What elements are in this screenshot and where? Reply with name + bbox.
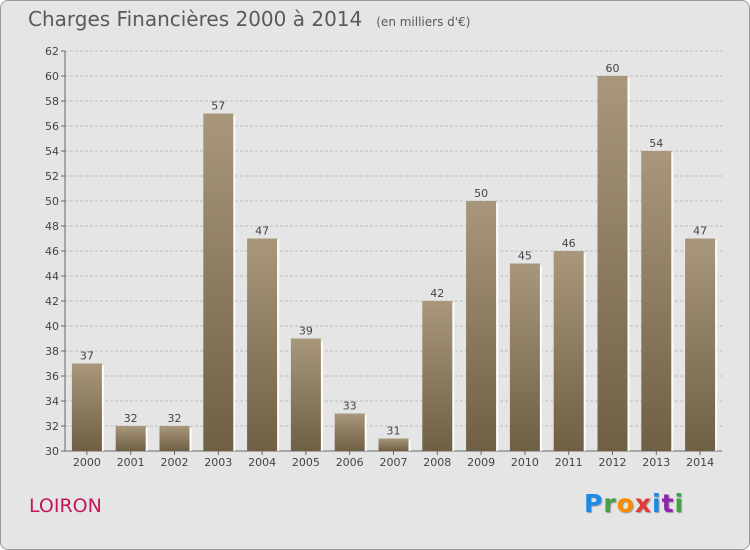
bar bbox=[597, 76, 628, 451]
bar-value-label: 31 bbox=[387, 425, 401, 438]
y-tick-label: 60 bbox=[45, 70, 59, 83]
bar-value-label: 33 bbox=[343, 400, 357, 413]
x-tick-label: 2011 bbox=[555, 456, 583, 469]
x-tick-label: 2006 bbox=[336, 456, 364, 469]
bar-value-label: 54 bbox=[649, 137, 663, 150]
y-tick-label: 42 bbox=[45, 295, 59, 308]
proxiti-logo: Proxiti bbox=[584, 489, 684, 518]
y-tick-label: 48 bbox=[45, 220, 59, 233]
x-tick-label: 2004 bbox=[248, 456, 276, 469]
y-tick-label: 54 bbox=[45, 145, 59, 158]
chart-title: Charges Financières 2000 à 2014 (en milli… bbox=[28, 7, 470, 31]
x-tick-label: 2010 bbox=[511, 456, 539, 469]
bar bbox=[553, 251, 584, 451]
y-tick-label: 38 bbox=[45, 345, 59, 358]
x-tick-label: 2014 bbox=[686, 456, 714, 469]
x-tick-label: 2005 bbox=[292, 456, 320, 469]
y-tick-label: 40 bbox=[45, 320, 59, 333]
x-tick-label: 2009 bbox=[467, 456, 495, 469]
y-tick-label: 52 bbox=[45, 170, 59, 183]
bar-value-label: 46 bbox=[562, 237, 576, 250]
x-tick-label: 2012 bbox=[599, 456, 627, 469]
bar-value-label: 47 bbox=[693, 225, 707, 238]
chart-subtitle: (en milliers d'€) bbox=[376, 15, 471, 29]
logo-letter: x bbox=[634, 489, 652, 518]
bar-value-label: 32 bbox=[168, 412, 182, 425]
bar bbox=[71, 363, 102, 451]
bars bbox=[71, 76, 718, 451]
y-tick-label: 30 bbox=[45, 445, 59, 458]
bar bbox=[641, 151, 672, 451]
logo-letter: P bbox=[584, 489, 604, 518]
y-tick-label: 56 bbox=[45, 120, 59, 133]
commune-name: LOIRON bbox=[29, 495, 102, 517]
bar bbox=[334, 413, 365, 451]
bar-value-label: 47 bbox=[255, 225, 269, 238]
labels: 30 32 34 36 38 40 42 44 46 48 50 52 54 56 58 60 62 37 2000… bbox=[45, 45, 714, 469]
bar bbox=[378, 438, 409, 451]
bar-value-label: 45 bbox=[518, 250, 532, 263]
logo-letter: t bbox=[661, 489, 675, 518]
y-tick-label: 46 bbox=[45, 245, 59, 258]
x-tick-label: 2000 bbox=[73, 456, 101, 469]
logo-letter: i bbox=[674, 489, 685, 518]
y-tick-label: 62 bbox=[45, 45, 59, 58]
bar-value-label: 39 bbox=[299, 325, 313, 338]
x-tick-label: 2007 bbox=[380, 456, 408, 469]
bar bbox=[290, 338, 321, 451]
y-tick-label: 44 bbox=[45, 270, 59, 283]
bar bbox=[685, 238, 716, 451]
logo-letter: r bbox=[603, 489, 617, 518]
bar bbox=[466, 201, 497, 451]
bar bbox=[509, 263, 540, 451]
bar-value-label: 57 bbox=[211, 100, 225, 113]
logo-letter: o bbox=[616, 489, 635, 518]
bar bbox=[115, 426, 146, 451]
bar-value-label: 42 bbox=[430, 287, 444, 300]
y-tick-label: 36 bbox=[45, 370, 59, 383]
y-tick-label: 34 bbox=[45, 395, 59, 408]
y-tick-label: 32 bbox=[45, 420, 59, 433]
bar-value-label: 60 bbox=[606, 62, 620, 75]
bar-value-label: 37 bbox=[80, 350, 94, 363]
x-tick-label: 2013 bbox=[642, 456, 670, 469]
x-tick-label: 2003 bbox=[204, 456, 232, 469]
title-text: Charges Financières 2000 à 2014 bbox=[28, 7, 363, 31]
x-tick-label: 2001 bbox=[117, 456, 145, 469]
bar bbox=[247, 238, 278, 451]
y-tick-label: 50 bbox=[45, 195, 59, 208]
bar bbox=[203, 113, 234, 451]
x-tick-label: 2008 bbox=[423, 456, 451, 469]
bar bbox=[422, 301, 453, 451]
bar-value-label: 32 bbox=[124, 412, 138, 425]
bar bbox=[159, 426, 190, 451]
y-tick-label: 58 bbox=[45, 95, 59, 108]
bar-value-label: 50 bbox=[474, 187, 488, 200]
logo-letter: i bbox=[652, 489, 662, 518]
x-tick-label: 2002 bbox=[161, 456, 189, 469]
